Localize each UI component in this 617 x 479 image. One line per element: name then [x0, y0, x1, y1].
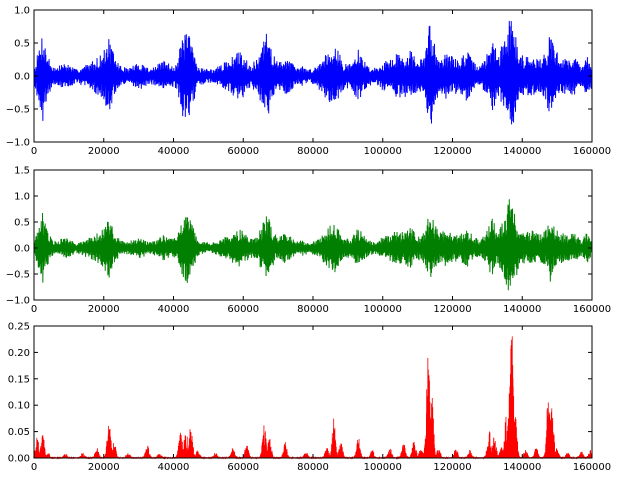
- x-tick-label: 100000: [364, 462, 402, 473]
- y-tick-label: 0.05: [8, 427, 30, 438]
- panel-2-waveform-green: 0 20000 40000 60000 80000 100000 120000 140000 1…: [6, 166, 611, 316]
- x-tick-label: 100000: [364, 146, 402, 157]
- panel-3-peaks-red: 0 20000 40000 60000 80000 100000 120000 140000 1…: [8, 322, 611, 474]
- x-tick-label: 20000: [88, 304, 120, 315]
- x-tick-label: 40000: [158, 304, 190, 315]
- waveform-line: [33, 199, 593, 291]
- x-tick-label: 0: [31, 146, 37, 157]
- x-tick-label: 120000: [433, 462, 471, 473]
- y-tick-label: −0.5: [6, 270, 30, 281]
- x-tick-label: 40000: [158, 146, 190, 157]
- x-tick-label: 0: [31, 304, 37, 315]
- y-tick-label: −1.0: [6, 296, 30, 307]
- x-tick-label: 140000: [503, 462, 541, 473]
- y-tick-label: 0.15: [8, 374, 30, 385]
- x-tick-label: 80000: [297, 304, 329, 315]
- y-tick-label: 0.0: [14, 244, 30, 255]
- x-tick-label: 140000: [503, 304, 541, 315]
- x-tick-label: 0: [31, 462, 37, 473]
- y-tick-label: 1.0: [14, 192, 30, 203]
- x-tick-label: 20000: [88, 462, 120, 473]
- x-tick-label: 160000: [573, 146, 611, 157]
- x-tick-label: 120000: [433, 304, 471, 315]
- series-1: [33, 20, 593, 125]
- x-tick-label: 20000: [88, 146, 120, 157]
- x-tick-label: 60000: [227, 462, 259, 473]
- x-tick-label: 80000: [297, 146, 329, 157]
- x-tick-label: 40000: [158, 462, 190, 473]
- x-tick-label: 60000: [227, 304, 259, 315]
- y-tick-label: 1.5: [14, 166, 30, 177]
- y-tick-label: 0.00: [8, 454, 30, 465]
- y-tick-label: 0.0: [14, 72, 30, 83]
- y-tick-label: 0.10: [8, 401, 30, 412]
- x-tick-label: 160000: [573, 462, 611, 473]
- x-tick-label: 60000: [227, 146, 259, 157]
- y-tick-label: 0.25: [8, 322, 30, 333]
- series-2: [33, 199, 593, 291]
- x-tick-label: 100000: [364, 304, 402, 315]
- y-tick-label: 0.20: [8, 348, 30, 359]
- y-tick-label: 0.5: [14, 218, 30, 229]
- x-tick-label: 80000: [297, 462, 329, 473]
- y-tick-label: 0.5: [14, 39, 30, 50]
- x-tick-label: 160000: [573, 304, 611, 315]
- x-tick-label: 120000: [433, 146, 471, 157]
- panel-1-waveform-blue: 0 20000 40000 60000 80000 100000 120000 140000 1…: [6, 6, 611, 158]
- y-tick-label: −1.0: [6, 138, 30, 149]
- x-tick-label: 140000: [503, 146, 541, 157]
- y-tick-label: 1.0: [14, 6, 30, 17]
- y-tick-label: −0.5: [6, 105, 30, 116]
